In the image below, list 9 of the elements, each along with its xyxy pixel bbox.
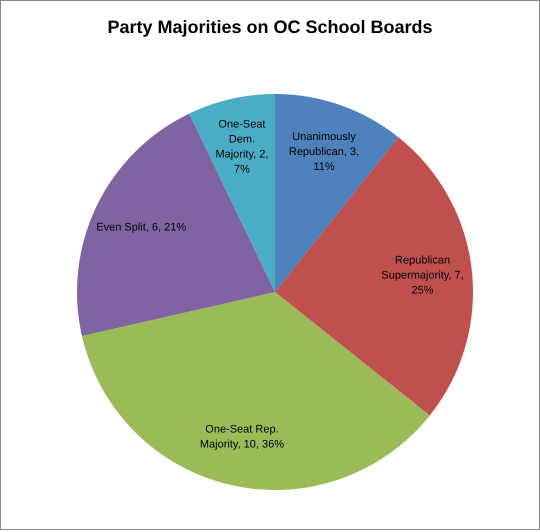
slice-label: Even Split, 6, 21% [96, 222, 186, 234]
pie-slice [77, 114, 275, 336]
pie-slice [189, 94, 275, 292]
slice-label: One-Seat Rep. Majority, 10, 36% [200, 423, 284, 450]
slice-label: Republican Supermajority, 7, 25% [381, 254, 464, 296]
pie-slice [82, 292, 430, 490]
slice-label: Unanimously Republican, 3, 11% [288, 130, 360, 173]
slice-label: One-Seat Dem. Majority, 2, 7% [215, 118, 268, 176]
chart-title: Party Majorities on OC School Boards [106, 16, 434, 39]
